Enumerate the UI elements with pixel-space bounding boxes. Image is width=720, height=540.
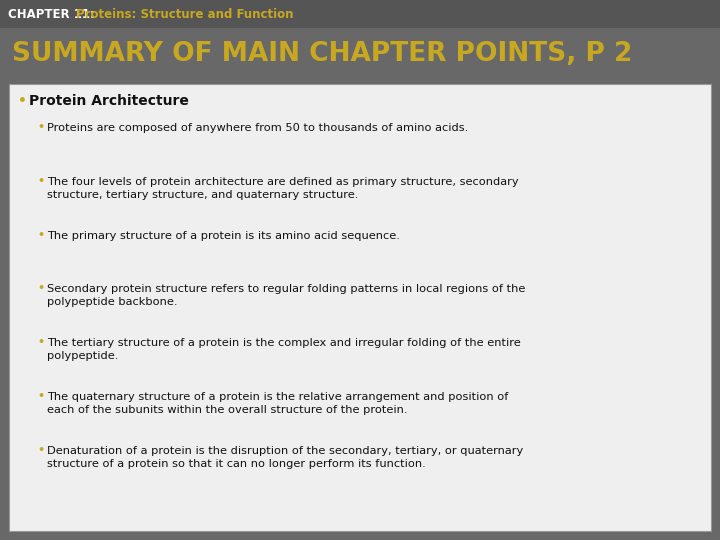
Text: Proteins are composed of anywhere from 50 to thousands of amino acids.: Proteins are composed of anywhere from 5… bbox=[47, 123, 468, 133]
Text: Secondary protein structure refers to regular folding patterns in local regions : Secondary protein structure refers to re… bbox=[47, 285, 526, 307]
Text: •: • bbox=[37, 338, 44, 347]
Text: •: • bbox=[37, 122, 44, 132]
Text: The primary structure of a protein is its amino acid sequence.: The primary structure of a protein is it… bbox=[47, 231, 400, 241]
Text: The four levels of protein architecture are defined as primary structure, second: The four levels of protein architecture … bbox=[47, 177, 518, 200]
Text: •: • bbox=[37, 284, 44, 293]
Text: The quaternary structure of a protein is the relative arrangement and position o: The quaternary structure of a protein is… bbox=[47, 392, 508, 415]
Text: SUMMARY OF MAIN CHAPTER POINTS, P 2: SUMMARY OF MAIN CHAPTER POINTS, P 2 bbox=[12, 41, 632, 67]
Bar bbox=[0, 0, 720, 28]
Text: CHAPTER 11:: CHAPTER 11: bbox=[8, 8, 99, 21]
FancyBboxPatch shape bbox=[9, 84, 711, 531]
Text: Protein Architecture: Protein Architecture bbox=[29, 94, 189, 108]
Text: •: • bbox=[37, 391, 44, 401]
Text: •: • bbox=[37, 445, 44, 455]
Text: Denaturation of a protein is the disruption of the secondary, tertiary, or quate: Denaturation of a protein is the disrupt… bbox=[47, 446, 523, 469]
Text: •: • bbox=[18, 94, 27, 108]
Text: •: • bbox=[37, 176, 44, 186]
Text: •: • bbox=[37, 230, 44, 240]
Text: Proteins: Structure and Function: Proteins: Structure and Function bbox=[76, 8, 294, 21]
Text: The tertiary structure of a protein is the complex and irregular folding of the : The tertiary structure of a protein is t… bbox=[47, 338, 521, 361]
